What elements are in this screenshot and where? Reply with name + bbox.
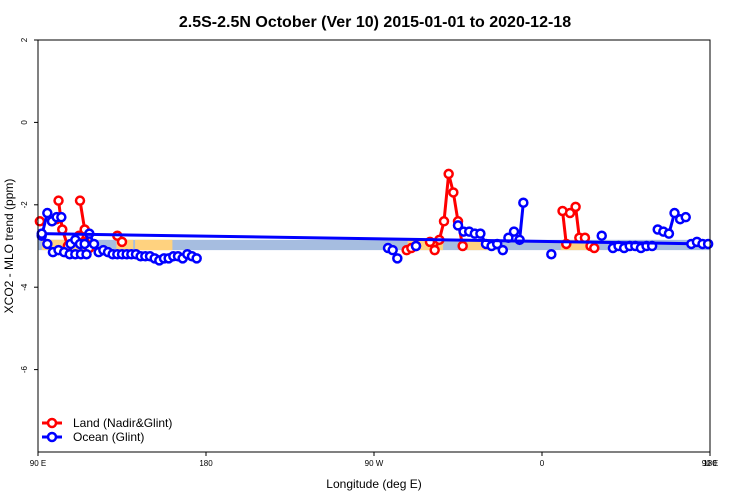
y-tick-label-3: -4 xyxy=(20,283,29,291)
y-axis: 2 0 -2 -4 -6 xyxy=(20,37,38,373)
series-1-point-12-3 xyxy=(702,238,714,250)
series-0-point-6-5 xyxy=(589,242,600,254)
y-tick-label-0: 2 xyxy=(20,37,29,42)
series-1-point-3-1 xyxy=(387,244,398,256)
series-0-point-1-0 xyxy=(74,195,86,206)
legend: Land (Nadir&Glint) Ocean (Glint) xyxy=(42,416,172,444)
series-1-point-5-0 xyxy=(452,220,464,231)
series-1-point-2-5 xyxy=(88,238,100,250)
series-0-point-2-1 xyxy=(116,236,128,248)
x-tick-label-5: 180 xyxy=(703,459,717,468)
legend-ocean-label: Ocean (Glint) xyxy=(73,430,144,444)
x-tick-label-0: 90 E xyxy=(30,459,46,468)
series-1-point-0-1 xyxy=(42,207,53,219)
series-0-point-6-0 xyxy=(564,207,576,219)
y-tick-label-2: -2 xyxy=(20,201,29,209)
series-1-point-2-27 xyxy=(191,253,202,264)
series-1-point-11-0 xyxy=(680,211,691,223)
series-1-point-5-4 xyxy=(475,228,486,239)
series-1-point-7-0 xyxy=(546,248,557,260)
x-tick-label-1: 180 xyxy=(199,459,213,468)
series-1-point-12-5 xyxy=(42,238,53,250)
series-0-point-8-1 xyxy=(57,224,68,235)
land-band-5 xyxy=(560,239,589,251)
chart-title: 2.5S-2.5N October (Ver 10) 2015-01-01 to… xyxy=(179,14,571,31)
legend-land-marker xyxy=(46,417,58,429)
series-1-point-6-1 xyxy=(508,226,520,237)
x-tick-label-2: 90 W xyxy=(365,459,384,468)
series-1-point-3-2 xyxy=(392,253,403,264)
series-0-line-8 xyxy=(57,200,70,247)
x-tick-label-3: 0 xyxy=(540,459,545,468)
series-1-point-12-12 xyxy=(81,248,92,260)
land-band-0 xyxy=(52,239,72,251)
ocean-band xyxy=(38,239,710,251)
x-axis-label: Longitude (deg E) xyxy=(326,477,421,491)
series-0-point-7-0 xyxy=(34,216,46,227)
y-tick-label-1: 0 xyxy=(20,120,29,125)
y-tick-label-4: -6 xyxy=(20,365,29,373)
series-1-point-2-3 xyxy=(79,238,90,250)
series-0-point-6-1 xyxy=(570,201,581,213)
land-band-9 xyxy=(135,239,173,251)
series-1-point-10-2 xyxy=(663,228,675,239)
series-0-point-4-5 xyxy=(448,187,459,198)
x-tick-label-4: 90 E xyxy=(702,459,718,468)
series-1-point-6-3 xyxy=(518,197,529,208)
series-1-point-10-3 xyxy=(669,207,680,219)
legend-land-label: Land (Nadir&Glint) xyxy=(73,416,172,430)
land-band-2 xyxy=(122,239,134,251)
series-1-point-8-0 xyxy=(596,230,607,241)
series-0-point-4-4 xyxy=(443,168,454,180)
legend-ocean-marker xyxy=(46,431,58,443)
series-0-point-4-3 xyxy=(438,216,450,227)
series-0-point-4-7 xyxy=(457,240,468,252)
series-1-point-4-0 xyxy=(410,240,422,252)
land-band-3 xyxy=(407,239,444,251)
series-0-line-5 xyxy=(561,210,568,245)
series-1-point-12-4 xyxy=(36,228,47,239)
series-1-point-1-1 xyxy=(56,211,67,223)
series-1 xyxy=(36,197,714,266)
y-axis-label: XCO2 - MLO trend (ppm) xyxy=(2,179,16,314)
series-0-point-8-0 xyxy=(53,195,64,206)
series-0-point-4-1 xyxy=(429,244,440,256)
series-layer xyxy=(34,168,714,266)
series-1-point-5-8 xyxy=(497,244,509,256)
